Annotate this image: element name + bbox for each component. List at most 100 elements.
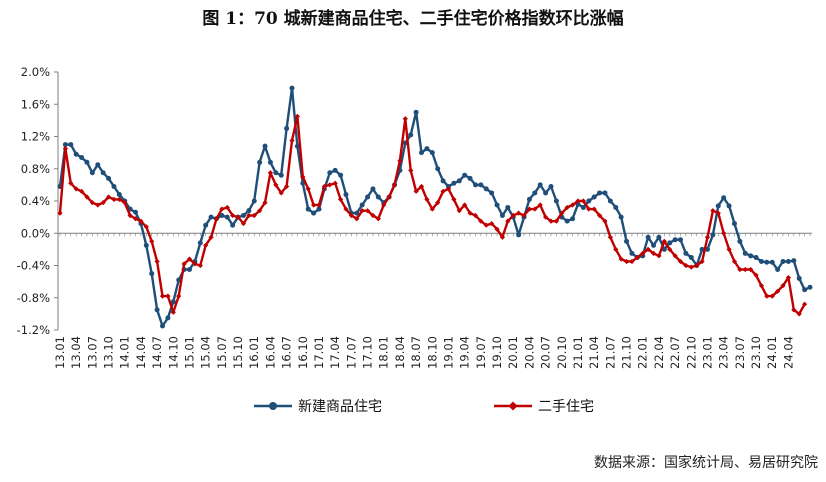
data-point: [89, 170, 95, 176]
data-point: [429, 150, 435, 156]
data-point: [737, 266, 743, 273]
data-point: [435, 166, 441, 172]
x-tick-label: 18.01: [377, 336, 391, 369]
data-point: [440, 188, 446, 194]
data-point: [564, 204, 570, 211]
data-point: [100, 170, 106, 176]
data-point: [526, 196, 532, 202]
data-point: [731, 258, 738, 265]
data-point: [343, 192, 349, 198]
data-point: [143, 242, 149, 248]
data-point: [758, 283, 765, 289]
data-point: [375, 216, 381, 222]
legend-marker: [269, 402, 277, 410]
data-point: [230, 212, 236, 219]
data-point: [472, 212, 479, 219]
data-point: [623, 258, 630, 265]
x-tick-label: 17.04: [328, 336, 342, 369]
x-tick-label: 24.04: [781, 336, 795, 369]
data-point: [764, 293, 770, 299]
y-tick-label: 0.0%: [21, 226, 50, 240]
data-point: [715, 203, 721, 209]
data-point: [499, 213, 505, 219]
data-point: [532, 190, 538, 196]
data-point: [586, 198, 592, 204]
data-point: [483, 186, 489, 192]
data-point: [208, 234, 214, 240]
data-point: [111, 196, 117, 202]
x-tick-label: 15.07: [215, 336, 229, 369]
data-point: [499, 234, 506, 240]
data-point: [737, 238, 743, 244]
data-point: [672, 237, 678, 243]
data-point: [246, 212, 252, 219]
y-tick-label: 2.0%: [21, 65, 50, 79]
data-point: [726, 203, 732, 209]
data-point: [116, 192, 122, 198]
data-point: [57, 210, 63, 216]
data-point: [580, 198, 586, 204]
data-point: [138, 218, 144, 224]
axes: 2.0%1.6%1.2%0.8%0.4%0.0%-0.4%-0.8%-1.2%1…: [17, 65, 812, 369]
data-point: [451, 180, 457, 186]
x-tick-label: 13.01: [53, 336, 67, 369]
data-point: [791, 307, 797, 313]
data-point: [472, 182, 478, 188]
data-point: [359, 202, 365, 208]
data-point: [354, 216, 360, 222]
x-tick-label: 14.01: [118, 336, 132, 369]
data-point: [203, 242, 209, 248]
data-point: [219, 213, 225, 219]
data-point: [133, 209, 139, 215]
x-tick-label: 17.07: [344, 336, 358, 369]
data-point: [780, 283, 786, 289]
data-point: [742, 266, 748, 273]
y-tick-label: 0.4%: [21, 194, 50, 208]
data-point: [246, 208, 252, 214]
data-point: [618, 256, 624, 262]
legend: 新建商品住宅 二手住宅: [254, 399, 594, 415]
data-point: [748, 253, 754, 259]
data-point: [586, 206, 592, 212]
x-tick-label: 20.07: [539, 336, 553, 369]
x-tick-label: 20.04: [522, 336, 536, 369]
data-point: [467, 210, 473, 216]
data-point: [429, 206, 435, 212]
data-point: [294, 113, 301, 119]
data-point: [251, 212, 257, 219]
data-point: [418, 183, 425, 190]
data-source: 数据来源：国家统计局、易居研究院: [594, 455, 818, 471]
data-point: [548, 218, 554, 224]
data-point: [721, 230, 727, 236]
data-point: [802, 301, 808, 307]
data-point: [451, 196, 457, 202]
data-point: [100, 200, 106, 206]
data-point: [132, 216, 139, 222]
legend-item-new-homes: 新建商品住宅: [254, 399, 382, 415]
series-layer: [57, 85, 813, 329]
data-point: [192, 261, 198, 267]
data-point: [683, 250, 689, 256]
data-point: [780, 258, 786, 264]
series-line: [58, 115, 806, 316]
data-point: [278, 172, 284, 178]
data-point: [645, 234, 651, 240]
data-point: [505, 204, 511, 210]
data-point: [176, 277, 182, 283]
data-point: [618, 214, 624, 220]
data-point: [688, 254, 694, 260]
data-point: [197, 240, 203, 246]
x-tick-label: 19.01: [441, 336, 455, 369]
data-point: [785, 258, 791, 264]
data-point: [748, 266, 754, 273]
data-point: [78, 188, 85, 194]
x-tick-label: 16.04: [263, 336, 277, 369]
data-point: [68, 142, 74, 148]
data-point: [186, 267, 192, 273]
data-point: [694, 262, 700, 269]
data-point: [424, 196, 430, 202]
data-point: [160, 323, 166, 329]
data-point: [661, 246, 667, 252]
x-tick-label: 15.10: [231, 336, 245, 369]
data-point: [310, 202, 317, 208]
